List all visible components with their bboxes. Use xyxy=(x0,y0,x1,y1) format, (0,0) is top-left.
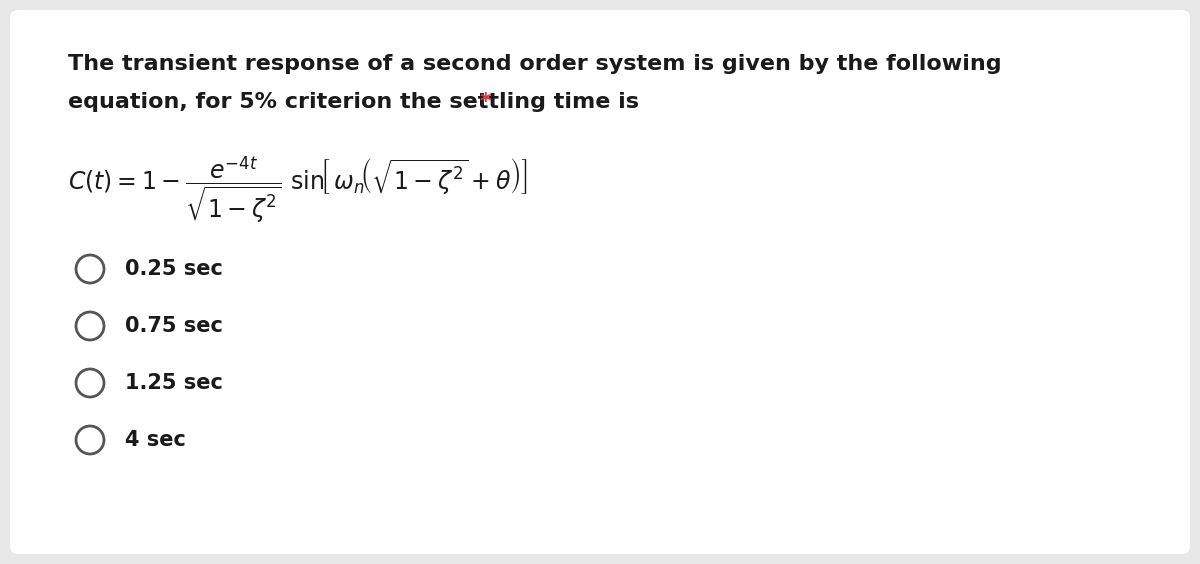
Text: equation, for 5% criterion the settling time is: equation, for 5% criterion the settling … xyxy=(68,92,640,112)
Text: The transient response of a second order system is given by the following: The transient response of a second order… xyxy=(68,54,1002,74)
Text: 4 sec: 4 sec xyxy=(125,430,186,450)
Text: $C(t) = 1 - \dfrac{e^{-4t}}{\sqrt{1-\zeta^2}}\ \mathrm{sin}\!\left[\,\omega_n\!\: $C(t) = 1 - \dfrac{e^{-4t}}{\sqrt{1-\zet… xyxy=(68,154,528,225)
Text: 1.25 sec: 1.25 sec xyxy=(125,373,223,393)
FancyBboxPatch shape xyxy=(10,10,1190,554)
Text: 0.75 sec: 0.75 sec xyxy=(125,316,223,336)
Text: *: * xyxy=(480,92,492,112)
Text: 0.25 sec: 0.25 sec xyxy=(125,259,223,279)
